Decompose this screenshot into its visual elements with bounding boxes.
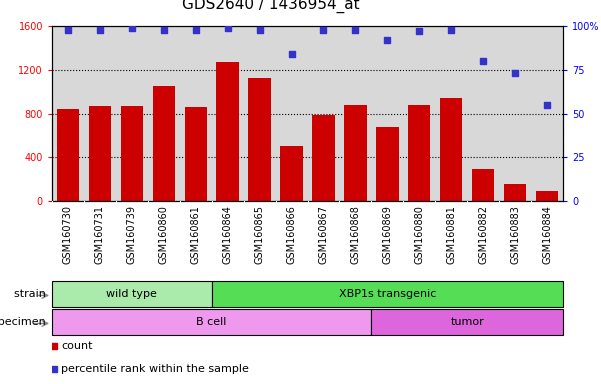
Bar bbox=[440, 98, 462, 201]
Point bbox=[159, 26, 169, 33]
Bar bbox=[52, 281, 212, 307]
Text: GSM160739: GSM160739 bbox=[127, 205, 137, 264]
Bar bbox=[248, 78, 271, 201]
Text: XBP1s transgenic: XBP1s transgenic bbox=[338, 289, 436, 299]
Bar bbox=[344, 105, 367, 201]
Text: GSM160881: GSM160881 bbox=[446, 205, 456, 264]
Bar bbox=[371, 309, 563, 335]
Text: GSM160860: GSM160860 bbox=[159, 205, 169, 264]
Text: GSM160730: GSM160730 bbox=[63, 205, 73, 264]
Point bbox=[415, 28, 424, 35]
Text: GSM160867: GSM160867 bbox=[319, 205, 329, 264]
Point bbox=[95, 26, 105, 33]
Bar bbox=[376, 127, 398, 201]
Bar bbox=[56, 109, 79, 201]
Text: tumor: tumor bbox=[450, 317, 484, 327]
Bar bbox=[121, 106, 143, 201]
Text: GSM160866: GSM160866 bbox=[287, 205, 296, 264]
Point bbox=[223, 25, 233, 31]
Text: GSM160882: GSM160882 bbox=[478, 205, 488, 264]
Text: GSM160865: GSM160865 bbox=[255, 205, 264, 264]
Point bbox=[319, 26, 328, 33]
Text: GDS2640 / 1436954_at: GDS2640 / 1436954_at bbox=[182, 0, 359, 13]
Bar bbox=[153, 86, 175, 201]
Point bbox=[350, 26, 360, 33]
Bar bbox=[185, 107, 207, 201]
Text: strain: strain bbox=[14, 289, 49, 299]
Text: GSM160864: GSM160864 bbox=[222, 205, 233, 264]
Text: GSM160868: GSM160868 bbox=[350, 205, 361, 264]
Point bbox=[478, 58, 488, 64]
Bar bbox=[472, 169, 495, 201]
Bar bbox=[216, 62, 239, 201]
Bar bbox=[313, 115, 335, 201]
Bar bbox=[89, 106, 111, 201]
Point bbox=[255, 26, 264, 33]
Text: GSM160884: GSM160884 bbox=[542, 205, 552, 264]
Bar bbox=[280, 146, 303, 201]
Point bbox=[63, 26, 73, 33]
Bar bbox=[52, 309, 371, 335]
Point bbox=[287, 51, 296, 57]
Bar bbox=[212, 281, 563, 307]
Text: count: count bbox=[61, 341, 93, 351]
Text: GSM160861: GSM160861 bbox=[191, 205, 201, 264]
Text: GSM160880: GSM160880 bbox=[414, 205, 424, 264]
Text: GSM160731: GSM160731 bbox=[95, 205, 105, 264]
Text: B cell: B cell bbox=[197, 317, 227, 327]
Bar bbox=[536, 191, 558, 201]
Point bbox=[127, 25, 136, 31]
Bar bbox=[504, 184, 526, 201]
Text: GSM160883: GSM160883 bbox=[510, 205, 520, 264]
Point bbox=[510, 70, 520, 76]
Bar bbox=[408, 105, 430, 201]
Point bbox=[191, 26, 201, 33]
Point bbox=[447, 26, 456, 33]
Text: wild type: wild type bbox=[106, 289, 157, 299]
Text: specimen: specimen bbox=[0, 317, 49, 327]
Point bbox=[382, 37, 392, 43]
Text: GSM160869: GSM160869 bbox=[382, 205, 392, 264]
Point bbox=[542, 102, 552, 108]
Text: percentile rank within the sample: percentile rank within the sample bbox=[61, 364, 249, 374]
